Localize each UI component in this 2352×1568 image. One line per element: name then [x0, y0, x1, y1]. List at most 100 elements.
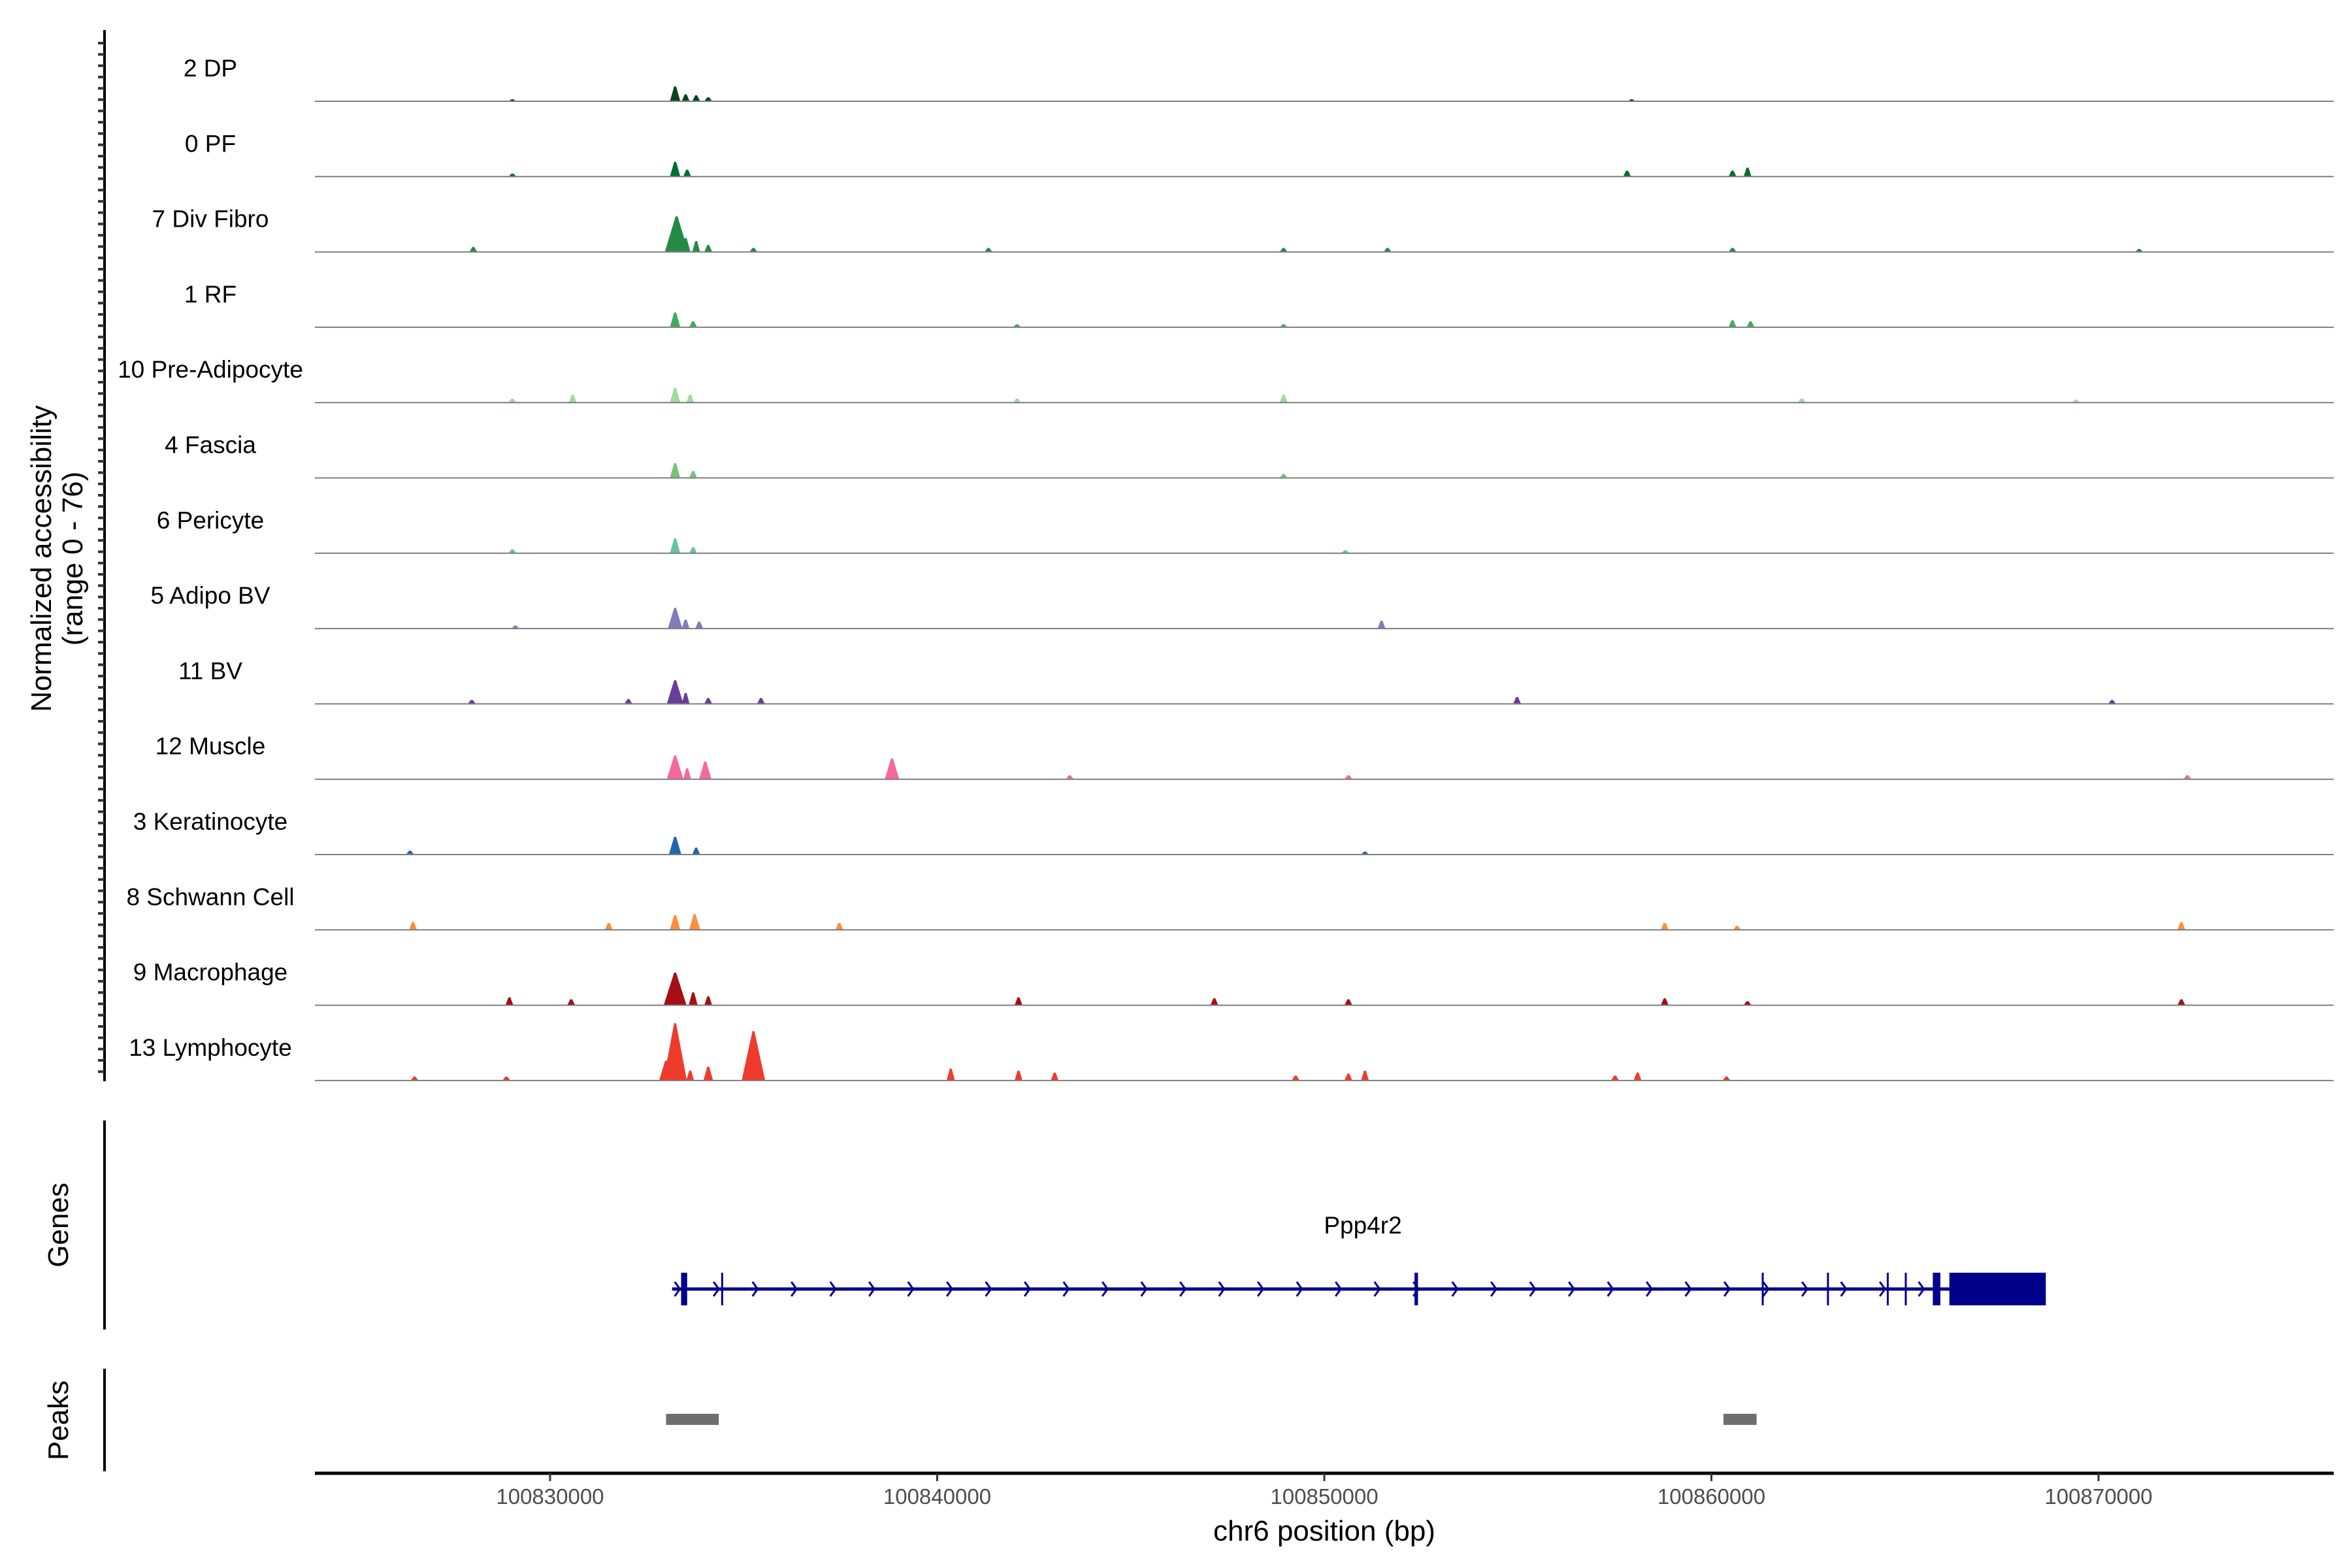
strand-arrow-icon	[868, 1281, 876, 1297]
signal-peak	[1279, 395, 1288, 403]
signal-peak	[835, 923, 843, 930]
gene-exon	[681, 1273, 687, 1305]
track-label: 12 Muscle	[155, 733, 266, 760]
strand-arrow-icon	[1918, 1281, 1925, 1297]
strand-arrow-icon	[1607, 1281, 1614, 1297]
signal-peak	[946, 1068, 955, 1081]
signal-peak	[666, 680, 684, 704]
strand-arrow-icon	[1879, 1281, 1887, 1297]
track-0-pf: 0 PF	[185, 130, 2334, 178]
signal-peak	[1797, 399, 1806, 403]
y-axis-title: Normalized accessibility	[25, 405, 57, 711]
signal-peak	[508, 173, 517, 177]
signal-peak	[508, 549, 517, 553]
track-label: 8 Schwann Cell	[126, 883, 294, 910]
strand-arrow-icon	[1762, 1281, 1770, 1297]
strand-arrow-icon	[1024, 1281, 1032, 1297]
signal-peak	[1344, 999, 1352, 1005]
strand-arrow-icon	[1257, 1281, 1265, 1297]
strand-arrow-icon	[985, 1281, 992, 1297]
signal-peak	[704, 245, 713, 252]
strand-arrow-icon	[1218, 1281, 1226, 1297]
signal-peak	[1292, 1075, 1300, 1081]
signal-peak	[681, 94, 690, 101]
signal-peak	[1728, 171, 1737, 177]
signal-peak	[1733, 926, 1741, 930]
x-axis: 100830000 100840000 100850000 100860000 1008…	[315, 1471, 2334, 1547]
signal-peak	[663, 1023, 687, 1081]
track-label: 1 RF	[184, 281, 237, 308]
peaks-panel-label: Peaks	[42, 1380, 74, 1460]
gene-name: Ppp4r2	[1324, 1212, 1401, 1239]
signal-peak	[757, 698, 765, 704]
signal-peak	[2135, 249, 2144, 252]
gene-exon	[1761, 1273, 1764, 1305]
track-8-schwann-cell: 8 Schwann Cell	[126, 883, 2334, 931]
track-13-lymphocyte: 13 Lymphocyte	[129, 1023, 2334, 1081]
strand-arrow-icon	[713, 1281, 721, 1297]
signal-peak	[659, 1060, 674, 1081]
signal-peak	[670, 387, 681, 403]
signal-peak	[704, 97, 713, 101]
signal-peak	[1013, 324, 1021, 327]
signal-peak	[406, 850, 414, 855]
x-tick-label: 100860000	[1658, 1484, 1765, 1509]
signal-peak	[2177, 922, 2185, 930]
strand-arrow-icon	[1062, 1281, 1070, 1297]
signal-peak	[670, 538, 681, 553]
strand-arrow-icon	[1490, 1281, 1498, 1297]
signal-peak	[670, 915, 681, 930]
signal-peak	[1361, 851, 1369, 855]
signal-peak	[681, 619, 690, 629]
signal-peak	[1743, 167, 1752, 177]
signal-peak	[508, 399, 517, 403]
signal-peak	[469, 247, 478, 252]
signal-peak	[666, 755, 684, 779]
signal-peak	[1746, 321, 1755, 327]
track-12-muscle: 12 Muscle	[155, 733, 2334, 780]
signal-peak	[689, 321, 697, 327]
x-tick-label: 100830000	[496, 1484, 604, 1509]
genes-panel-label: Genes	[42, 1183, 74, 1267]
signal-peak	[984, 248, 992, 252]
signal-peak	[1279, 474, 1288, 478]
track-label: 13 Lymphocyte	[129, 1034, 292, 1061]
gene-exon	[1949, 1273, 2046, 1305]
signal-peak	[1743, 1001, 1752, 1005]
peak-region	[666, 1414, 719, 1425]
strand-arrow-icon	[1373, 1281, 1381, 1297]
signal-peak	[410, 1076, 419, 1081]
signal-peak	[704, 698, 713, 704]
signal-peak	[1279, 324, 1288, 327]
x-axis-title: chr6 position (bp)	[1213, 1515, 1435, 1547]
signal-peak	[1728, 320, 1737, 327]
peaks-panel: Peaks	[42, 1369, 1757, 1471]
signal-peak	[1344, 775, 1352, 779]
signal-peak	[692, 95, 700, 101]
track-3-keratinocyte: 3 Keratinocyte	[133, 808, 2334, 855]
track-2-dp: 2 DP	[184, 55, 2334, 102]
track-label: 4 Fascia	[165, 432, 256, 459]
signal-peak	[742, 1031, 766, 1081]
track-label: 0 PF	[185, 130, 236, 157]
signal-peak	[749, 248, 758, 252]
track-10-pre-adipocyte: 10 Pre-Adipocyte	[118, 356, 2334, 404]
strand-arrow-icon	[1335, 1281, 1343, 1297]
x-tick-label: 100850000	[1270, 1484, 1378, 1509]
y-axis-range: (range 0 - 76)	[57, 472, 89, 646]
gene-exon	[1414, 1273, 1418, 1305]
signal-peak	[1344, 1073, 1352, 1081]
signal-peak	[1610, 1075, 1619, 1081]
strand-arrow-icon	[1529, 1281, 1537, 1297]
gene-exon	[1933, 1273, 1940, 1305]
gene-exon	[1904, 1273, 1907, 1305]
signal-peak	[668, 608, 683, 629]
signal-peak	[1623, 171, 1631, 177]
signal-peak	[689, 470, 697, 478]
strand-arrow-icon	[751, 1281, 759, 1297]
strand-arrow-icon	[1723, 1281, 1731, 1297]
signal-peak	[686, 395, 694, 403]
track-label: 3 Keratinocyte	[133, 808, 288, 835]
signal-peak	[567, 999, 576, 1005]
